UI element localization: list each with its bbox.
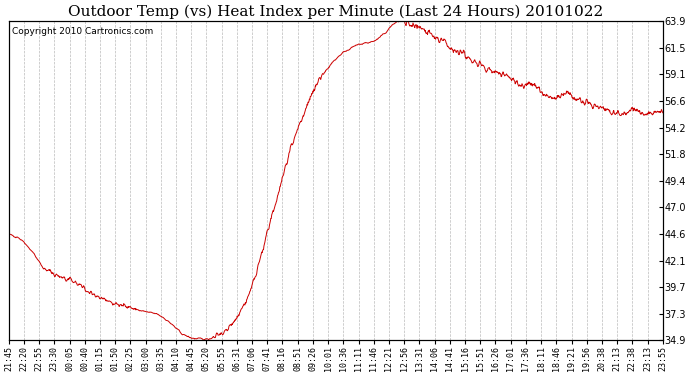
Text: Copyright 2010 Cartronics.com: Copyright 2010 Cartronics.com	[12, 27, 153, 36]
Title: Outdoor Temp (vs) Heat Index per Minute (Last 24 Hours) 20101022: Outdoor Temp (vs) Heat Index per Minute …	[68, 4, 603, 18]
